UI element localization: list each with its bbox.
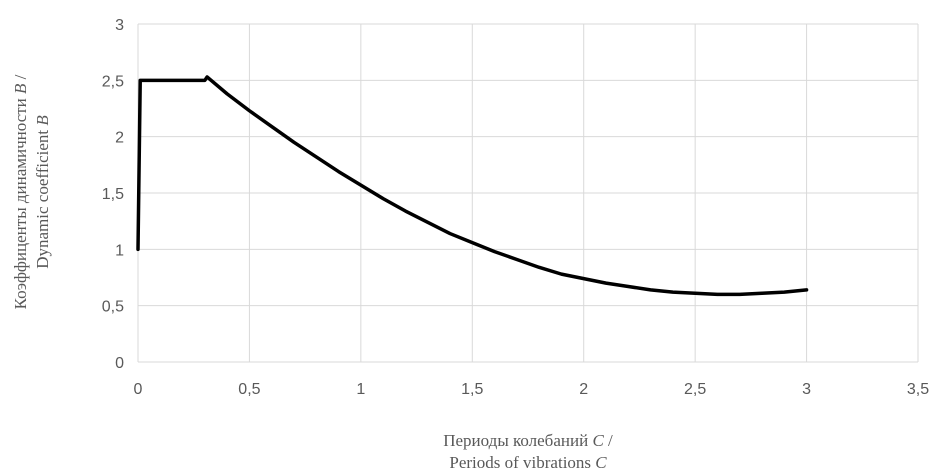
series-group [136, 75, 809, 297]
y-tick-label: 2,5 [102, 73, 124, 90]
series-line [136, 75, 809, 297]
y-axis-title-line2: Dynamic coefficient B [33, 115, 52, 269]
y-tick-label: 0 [115, 355, 124, 372]
y-tick-label: 3 [115, 17, 124, 34]
x-axis-ticks: 0 0,5 1 1,5 2 2,5 3 3,5 [134, 381, 930, 398]
x-tick-label: 3,5 [907, 381, 929, 398]
y-tick-label: 0,5 [102, 299, 124, 316]
x-tick-label: 3 [802, 381, 811, 398]
y-tick-label: 1,5 [102, 186, 124, 203]
x-axis-title-line2: Periods of vibrations C [449, 453, 607, 472]
grid [137, 23, 919, 363]
y-tick-label: 2 [115, 130, 124, 147]
x-tick-label: 0,5 [238, 381, 260, 398]
x-tick-label: 0 [134, 381, 143, 398]
y-axis-title-line1: Коэффиценты динамичности B / [11, 74, 30, 309]
x-axis-title-line1: Периоды колебаний C / [443, 431, 613, 450]
y-tick-label: 1 [115, 242, 124, 259]
x-tick-label: 1,5 [461, 381, 483, 398]
x-tick-label: 2 [579, 381, 588, 398]
x-tick-label: 2,5 [684, 381, 706, 398]
y-axis-ticks: 0 0,5 1 1,5 2 2,5 3 [102, 17, 124, 372]
x-tick-label: 1 [356, 381, 365, 398]
